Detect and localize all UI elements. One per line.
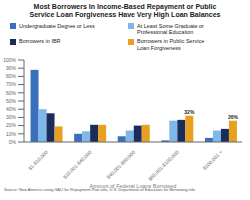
html-text:Most Borrowers In Income-Based: Most Borrowers In Income-Based Repayment… (29, 3, 221, 19)
html-text:Borrowers in IBR: Borrowers in IBR (19, 38, 61, 45)
svg-text:Amount of Federal Loans Borrow: Amount of Federal Loans Borrowed (90, 183, 177, 188)
html-text:At Least Some Graduate or Prof: At Least Some Graduate or Professional E… (137, 22, 204, 36)
svg-text:26%: 26% (228, 114, 239, 120)
svg-text:50%: 50% (8, 98, 17, 104)
svg-text:40%: 40% (8, 106, 17, 112)
html-text:Borrowers in Public Service Lo: Borrowers in Public Service Loan Forgive… (137, 38, 205, 51)
svg-text:$60,001-$100,000: $60,001-$100,000 (147, 149, 180, 182)
svg-text:70%: 70% (8, 81, 17, 87)
svg-text:80%: 80% (8, 73, 17, 79)
svg-text:30%: 30% (8, 114, 17, 120)
svg-text:$10,001-$40,000: $10,001-$40,000 (62, 149, 93, 180)
html-text:Undergraduate Degree or Less: Undergraduate Degree or Less (19, 22, 95, 29)
svg-text:10%: 10% (8, 131, 17, 137)
svg-text:$40,001-$60,000: $40,001-$60,000 (105, 149, 136, 180)
svg-text:32%: 32% (184, 109, 195, 115)
svg-text:90%: 90% (8, 65, 17, 71)
svg-text:20%: 20% (8, 122, 17, 128)
html-text:Source: New America using GAO: Source: New America using GAO for Repaym… (4, 187, 195, 192)
svg-text:0%: 0% (9, 139, 17, 145)
svg-text:100%: 100% (8, 57, 17, 63)
svg-text:$100,001 +: $100,001 + (201, 149, 223, 171)
svg-text:60%: 60% (8, 90, 17, 96)
svg-text:$1-$10,000: $1-$10,000 (27, 149, 49, 171)
